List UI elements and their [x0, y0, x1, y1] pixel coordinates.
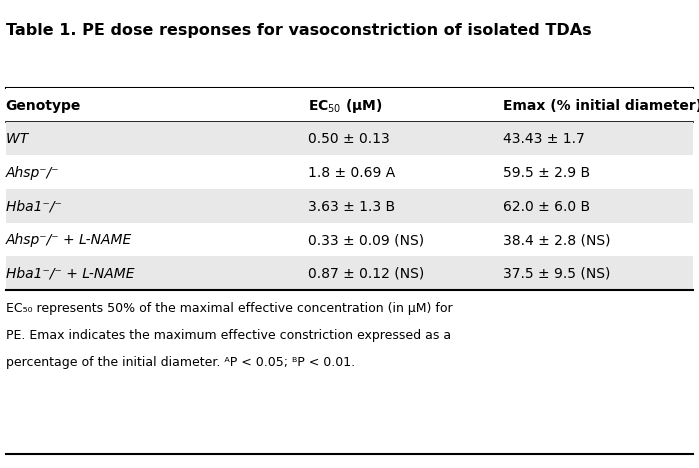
Text: Hba1⁻/⁻ + L-NAME: Hba1⁻/⁻ + L-NAME	[6, 267, 138, 281]
Text: 62.0 ± 6.0 B: 62.0 ± 6.0 B	[503, 199, 591, 213]
Text: Hba1⁻/⁻ + L-NAME: Hba1⁻/⁻ + L-NAME	[6, 267, 140, 281]
Text: PE. Emax indicates the maximum effective constriction expressed as a: PE. Emax indicates the maximum effective…	[6, 329, 451, 342]
Text: Hba1⁻/⁻: Hba1⁻/⁻	[6, 199, 66, 213]
Text: 3.63 ± 1.3 B: 3.63 ± 1.3 B	[308, 199, 395, 213]
Text: Ahsp⁻/⁻ + L-NAME: Ahsp⁻/⁻ + L-NAME	[6, 233, 137, 247]
Text: Table 1. PE dose responses for vasoconstriction of isolated TDAs: Table 1. PE dose responses for vasoconst…	[6, 23, 591, 38]
Text: 0.33 ± 0.09 (NS): 0.33 ± 0.09 (NS)	[308, 233, 424, 247]
Text: Ahsp⁻/⁻: Ahsp⁻/⁻	[6, 166, 64, 180]
Text: 37.5 ± 9.5 (NS): 37.5 ± 9.5 (NS)	[503, 267, 611, 281]
Text: Hba1⁻/⁻: Hba1⁻/⁻	[6, 199, 66, 213]
Text: 0.87 ± 0.12 (NS): 0.87 ± 0.12 (NS)	[308, 267, 424, 281]
Bar	[6, 223, 693, 256]
Text: 1.8 ± 0.69 A: 1.8 ± 0.69 A	[308, 166, 395, 180]
Text: EC$_{50}$ (μM): EC$_{50}$ (μM)	[308, 96, 382, 115]
Bar	[6, 256, 693, 290]
Text: Ahsp⁻/⁻ + L-NAME: Ahsp⁻/⁻ + L-NAME	[6, 233, 136, 247]
Text: 43.43 ± 1.7: 43.43 ± 1.7	[503, 132, 585, 146]
Text: WT: WT	[6, 132, 32, 146]
Text: Ahsp⁻/⁻: Ahsp⁻/⁻	[6, 166, 64, 180]
Text: 0.50 ± 0.13: 0.50 ± 0.13	[308, 132, 389, 146]
Bar	[6, 189, 693, 223]
Text: WT: WT	[6, 132, 32, 146]
Text: Emax (% initial diameter): Emax (% initial diameter)	[503, 98, 699, 112]
Text: Genotype: Genotype	[6, 98, 81, 112]
Text: 59.5 ± 2.9 B: 59.5 ± 2.9 B	[503, 166, 591, 180]
Text: 38.4 ± 2.8 (NS): 38.4 ± 2.8 (NS)	[503, 233, 611, 247]
Text: percentage of the initial diameter. ᴬP < 0.05; ᴮP < 0.01.: percentage of the initial diameter. ᴬP <…	[6, 356, 354, 369]
Bar	[6, 122, 693, 155]
Bar	[6, 155, 693, 189]
Bar	[6, 88, 693, 122]
Text: EC₅₀ represents 50% of the maximal effective concentration (in μM) for: EC₅₀ represents 50% of the maximal effec…	[6, 302, 452, 315]
